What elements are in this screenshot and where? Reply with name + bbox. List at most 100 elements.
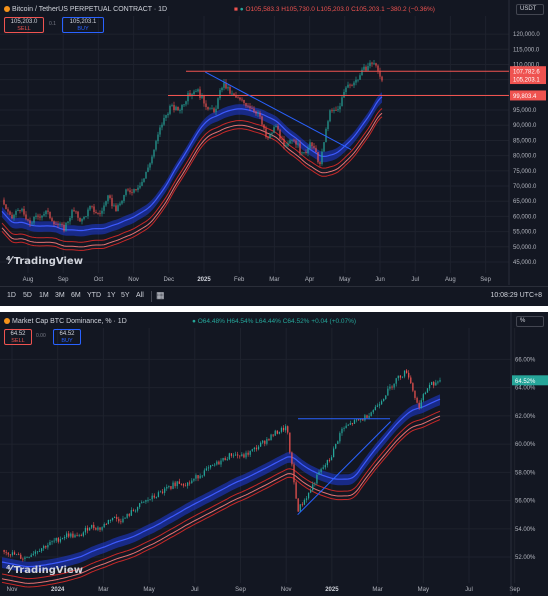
candle-body	[132, 510, 135, 511]
candle-body	[147, 500, 149, 501]
y-tick-label: 75,000.0	[513, 169, 537, 175]
range-ytd[interactable]: YTD	[87, 292, 101, 299]
candle-body	[177, 106, 179, 111]
red-ma-line	[1, 116, 383, 251]
candle-body	[59, 538, 62, 542]
dominance-buy-button[interactable]: 64.52 BUY	[53, 329, 81, 345]
x-tick-label: Aug	[23, 277, 34, 283]
dominance-spread: 0.00	[36, 333, 46, 339]
btc-chart-panel[interactable]: 120,000.0115,000.0110,000.0105,000.0100,…	[0, 0, 548, 286]
candle-body	[53, 221, 55, 225]
range-1y[interactable]: 1Y	[107, 292, 116, 299]
candle-body	[47, 545, 49, 548]
candle-body	[247, 452, 249, 455]
candle-body	[63, 537, 66, 539]
candle-body	[153, 149, 155, 157]
candle-body	[68, 533, 70, 537]
candle-body	[126, 514, 128, 518]
candle-body	[47, 210, 49, 212]
candle-body	[351, 423, 354, 424]
candle-body	[3, 550, 5, 552]
candle-body	[215, 108, 217, 113]
dominance-chart-canvas[interactable]: 66.00% 64.00% 62.00% 60.00% 58.00% 56.00% 54.0…	[0, 312, 548, 596]
candle-body	[321, 151, 323, 165]
candle-body	[319, 162, 321, 165]
candle-body	[141, 181, 143, 186]
range-5d[interactable]: 5D	[23, 292, 32, 299]
range-3m[interactable]: 3M	[55, 292, 65, 299]
candle-body	[357, 79, 359, 81]
btc-currency-select[interactable]: USDT	[516, 4, 544, 15]
candle-body	[372, 410, 374, 413]
dominance-low: L64.44%	[255, 318, 281, 325]
candle-body	[139, 185, 141, 188]
candle-body	[437, 381, 439, 383]
candle-body	[397, 375, 399, 379]
x-tick-label: Nov	[128, 277, 139, 283]
btc-low: L105,203.0	[316, 6, 350, 13]
candle-body	[34, 551, 36, 554]
btc-chart-canvas[interactable]: 120,000.0115,000.0110,000.0105,000.0100,…	[0, 0, 548, 286]
candle-body	[109, 520, 112, 521]
candle-body	[307, 492, 310, 499]
dominance-unit-select[interactable]: %	[516, 316, 544, 327]
candle-body	[120, 521, 122, 523]
candle-body	[428, 384, 431, 389]
candle-body	[224, 458, 226, 461]
candle-body	[180, 483, 182, 485]
candle-body	[201, 475, 203, 477]
candle-body	[157, 134, 159, 142]
range-all[interactable]: All	[136, 292, 144, 299]
calendar-icon[interactable]: ▦	[156, 290, 165, 300]
candle-body	[211, 108, 213, 110]
btc-sell-price: 105,203.0	[10, 19, 38, 25]
candle-body	[141, 502, 143, 504]
candle-body	[313, 146, 315, 148]
candle-body	[101, 210, 103, 214]
candle-body	[275, 126, 277, 128]
candle-body	[199, 475, 201, 479]
candle-body	[70, 533, 72, 537]
candle-body	[97, 213, 99, 214]
candle-body	[247, 105, 249, 107]
candle-body	[129, 190, 131, 193]
range-1m[interactable]: 1M	[39, 292, 49, 299]
candle-body	[85, 216, 87, 218]
dominance-chart-panel[interactable]: 66.00% 64.00% 62.00% 60.00% 58.00% 56.00% 54.0…	[0, 312, 548, 596]
candle-body	[189, 482, 191, 484]
candle-body	[133, 189, 135, 193]
btc-close: C105,203.1	[351, 6, 385, 13]
candle-body	[339, 433, 341, 442]
y-tick-label: 55,000.0	[513, 230, 537, 236]
candle-body	[13, 552, 16, 555]
candle-body	[231, 93, 233, 95]
trendline	[297, 421, 392, 516]
range-6m[interactable]: 6M	[71, 292, 81, 299]
candle-body	[69, 217, 71, 222]
y-tick-label: 54.00%	[515, 527, 536, 533]
candle-body	[337, 109, 339, 111]
candle-body	[136, 507, 139, 511]
candle-body	[51, 218, 53, 222]
candle-body	[259, 112, 261, 117]
dominance-tradingview-logo: ⁴⁄ TradingView	[6, 563, 83, 576]
blue-ma-band	[2, 92, 382, 237]
candle-body	[303, 499, 306, 505]
candle-body	[389, 386, 391, 389]
candle-body	[403, 370, 406, 377]
candle-body	[38, 551, 41, 552]
candle-body	[264, 440, 266, 444]
range-5y[interactable]: 5Y	[121, 292, 130, 299]
candle-body	[227, 87, 229, 89]
btc-sell-button[interactable]: 105,203.0 SELL	[4, 17, 44, 33]
candle-body	[293, 464, 295, 483]
candle-body	[299, 504, 301, 512]
range-1d[interactable]: 1D	[7, 292, 16, 299]
candle-body	[179, 110, 181, 111]
btc-buy-button[interactable]: 105,203.1 BUY	[62, 17, 104, 33]
dominance-sell-button[interactable]: 64.52 SELL	[4, 329, 32, 345]
candle-body	[251, 107, 253, 109]
candle-body	[353, 420, 356, 424]
x-tick-label: Sep	[235, 587, 246, 593]
x-tick-label: Mar	[372, 587, 382, 593]
